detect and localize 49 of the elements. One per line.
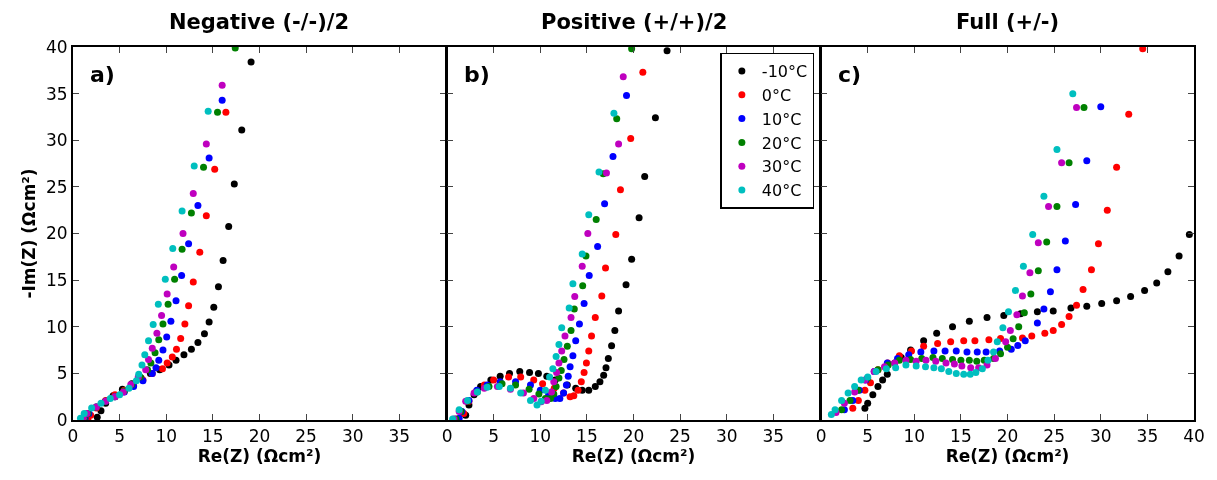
legend-label: -10°C [761,62,808,82]
y-tick-label: 15 [45,270,68,291]
x-tick-label: 20 [996,426,1019,447]
annotation: a) [90,62,115,87]
x-tick-label: 10 [529,426,552,447]
y-tick-label: 5 [56,363,68,384]
x-tick-label: 15 [950,426,972,447]
x-tick-label: 20 [622,426,645,447]
x-tick-label: 30 [1089,426,1112,447]
x-tick-label: 0 [441,426,453,447]
chart-title: Negative (-/-)/2 [169,10,350,34]
x-axis-title: Re(Z) (Ωcm²) [945,446,1070,467]
x-tick-label: 5 [862,426,874,447]
x-tick-label: 30 [715,426,738,447]
y-tick-label: 25 [45,176,68,197]
x-tick-label: 10 [903,426,926,447]
x-tick-label: 10 [155,426,178,447]
y-tick-label: 20 [45,223,68,244]
x-tick-label: 20 [248,426,271,447]
y-tick-label: 0 [56,409,68,430]
x-tick-label: 35 [762,426,785,447]
legend-label: 30°C [761,157,802,177]
x-tick-label: 25 [295,426,317,447]
annotation: b) [464,62,490,87]
x-axis-title: Re(Z) (Ωcm²) [571,446,696,467]
y-tick-label: 30 [45,130,68,151]
x-tick-label: 30 [341,426,364,447]
x-tick-label: 25 [1043,426,1065,447]
y-tick-label: 40 [45,36,68,57]
x-tick-label: 5 [488,426,500,447]
annotation: c) [838,62,862,87]
legend-label: 20°C [761,133,802,153]
legend-label: 10°C [761,109,802,129]
x-tick-label: 15 [202,426,224,447]
x-tick-label: 35 [1136,426,1159,447]
x-tick-label: 15 [576,426,598,447]
legend-label: 0°C [761,86,792,106]
x-tick-label: 35 [388,426,411,447]
x-tick-label: 5 [114,426,126,447]
x-tick-label: 0 [815,426,827,447]
x-tick-label: 25 [669,426,691,447]
x-tick-label: 40 [1183,426,1205,447]
y-tick-label: 35 [45,83,68,104]
chart-title: Full (+/-) [956,10,1060,34]
y-tick-label: 10 [45,316,68,337]
y-axis-title: -Im(Z) (Ωcm²) [19,168,40,299]
legend-label: 40°C [761,181,802,201]
chart-title: Positive (+/+)/2 [541,10,728,34]
x-axis-title: Re(Z) (Ωcm²) [197,446,322,467]
